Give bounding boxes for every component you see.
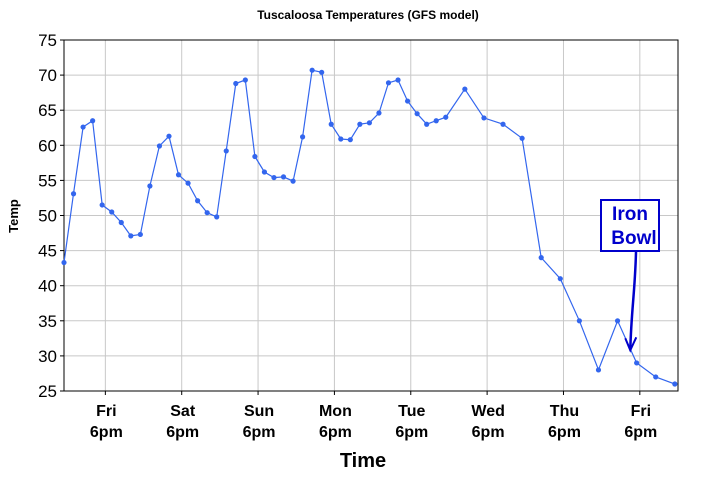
y-tick-label: 55 xyxy=(38,171,57,190)
data-point xyxy=(175,172,182,178)
annotation-text-line2: Bowl xyxy=(611,228,656,249)
data-point xyxy=(309,67,315,73)
y-tick-label: 30 xyxy=(38,347,57,366)
x-tick-label-time: 6pm xyxy=(624,424,657,441)
data-point xyxy=(366,120,373,126)
data-point xyxy=(80,124,86,130)
data-point xyxy=(223,148,229,154)
y-tick-label: 35 xyxy=(38,312,57,331)
data-point xyxy=(233,80,239,87)
data-point xyxy=(156,143,163,149)
chart-title: Tuscaloosa Temperatures (GFS model) xyxy=(257,8,479,22)
data-point xyxy=(242,77,248,83)
y-tick-label: 70 xyxy=(38,66,57,85)
data-point xyxy=(328,121,334,127)
x-tick-label-time: 6pm xyxy=(548,424,581,441)
data-point xyxy=(128,233,134,239)
data-point xyxy=(481,115,487,121)
data-point xyxy=(347,137,353,143)
y-tick-label: 50 xyxy=(38,207,57,226)
x-tick-label-day: Fri xyxy=(96,403,116,420)
y-tick-label: 25 xyxy=(38,382,57,401)
annotation-arrow xyxy=(629,251,638,351)
data-point xyxy=(576,318,582,324)
data-point xyxy=(462,86,468,92)
y-tick-label: 60 xyxy=(38,136,57,155)
data-point xyxy=(414,111,420,117)
data-point xyxy=(404,98,411,104)
data-point xyxy=(118,219,124,226)
data-point xyxy=(395,77,401,83)
data-point xyxy=(376,110,382,116)
data-point xyxy=(185,180,191,186)
x-tick-label-day: Sun xyxy=(244,403,274,420)
data-point xyxy=(385,80,392,86)
data-point xyxy=(557,276,563,282)
data-point xyxy=(204,210,210,216)
x-tick-label-day: Wed xyxy=(471,403,504,420)
y-tick-label: 75 xyxy=(38,31,57,50)
x-tick-label-time: 6pm xyxy=(90,424,123,441)
y-axis-label: Temp xyxy=(6,199,21,233)
grid-lines xyxy=(64,40,678,391)
x-axis-label: Time xyxy=(340,450,386,472)
data-point xyxy=(433,118,439,124)
data-point xyxy=(70,191,77,197)
data-point xyxy=(280,174,287,180)
data-point xyxy=(290,178,296,184)
data-point xyxy=(252,153,258,160)
x-tick-label-time: 6pm xyxy=(395,424,428,441)
data-point xyxy=(300,134,306,140)
data-point xyxy=(109,209,115,215)
data-point xyxy=(338,136,344,142)
data-point xyxy=(519,135,525,141)
annotation-text-line1: Iron xyxy=(612,204,648,225)
data-point xyxy=(319,69,325,75)
x-tick-label-time: 6pm xyxy=(166,424,199,441)
data-point xyxy=(166,133,172,139)
y-axis-ticks: 25 30 35 40 45 50 55 60 65 70 75 xyxy=(38,31,64,401)
data-point xyxy=(214,214,220,220)
data-point xyxy=(61,259,67,266)
data-point xyxy=(634,360,640,366)
data-point xyxy=(90,118,96,124)
x-tick-label-day: Mon xyxy=(319,403,352,420)
data-point xyxy=(672,381,678,387)
data-point xyxy=(614,318,621,324)
data-point xyxy=(424,121,430,127)
x-tick-label-time: 6pm xyxy=(472,424,505,441)
data-point xyxy=(357,121,363,127)
x-tick-label-time: 6pm xyxy=(243,424,276,441)
x-tick-label-day: Fri xyxy=(631,403,651,420)
x-tick-label-time: 6pm xyxy=(319,424,352,441)
data-point xyxy=(271,174,277,181)
data-point xyxy=(653,374,659,380)
data-point xyxy=(147,183,153,189)
annotation-arrowhead xyxy=(624,336,638,353)
data-point xyxy=(261,169,268,175)
data-point xyxy=(595,367,602,373)
x-tick-label-day: Tue xyxy=(398,403,425,420)
data-point xyxy=(137,231,143,238)
series-temperature xyxy=(61,67,678,387)
data-point xyxy=(99,202,105,208)
data-point xyxy=(500,121,506,127)
annotation-box xyxy=(600,199,660,252)
y-tick-label: 40 xyxy=(38,277,57,296)
x-tick-label-day: Thu xyxy=(550,403,579,420)
iron-bowl-annotation: Iron Bowl xyxy=(600,199,660,353)
data-point xyxy=(443,114,449,120)
y-tick-label: 45 xyxy=(38,242,57,261)
data-point xyxy=(195,198,201,204)
data-point xyxy=(538,255,544,261)
x-axis-ticks: Fri 6pm Sat 6pm Sun 6pm Mon 6pm Tue 6pm Wed 6pm Thu 6… xyxy=(90,391,657,441)
x-tick-label-day: Sat xyxy=(170,403,196,420)
y-tick-label: 65 xyxy=(38,101,57,120)
